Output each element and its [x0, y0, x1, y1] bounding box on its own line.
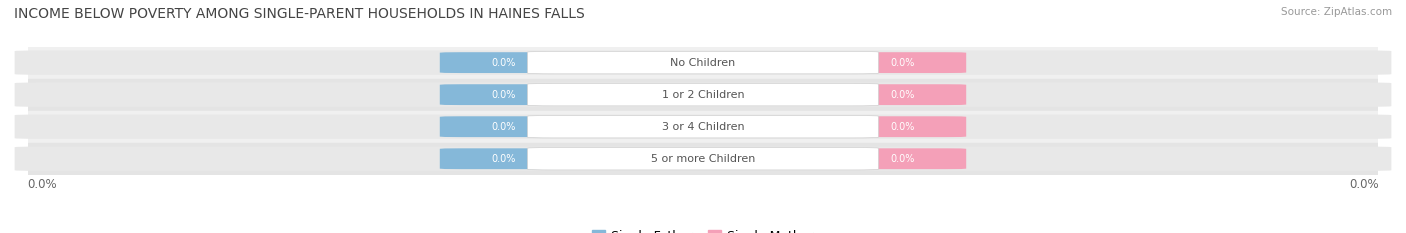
FancyBboxPatch shape: [838, 52, 966, 73]
Text: 1 or 2 Children: 1 or 2 Children: [662, 90, 744, 100]
Text: 5 or more Children: 5 or more Children: [651, 154, 755, 164]
FancyBboxPatch shape: [14, 82, 1392, 107]
FancyBboxPatch shape: [838, 116, 966, 137]
FancyBboxPatch shape: [14, 115, 1392, 139]
FancyBboxPatch shape: [527, 51, 879, 74]
FancyBboxPatch shape: [14, 147, 1392, 171]
Bar: [28, 79, 1378, 111]
FancyBboxPatch shape: [14, 51, 1392, 75]
Text: 0.0%: 0.0%: [890, 122, 914, 132]
Text: 0.0%: 0.0%: [492, 122, 516, 132]
Text: 0.0%: 0.0%: [492, 154, 516, 164]
FancyBboxPatch shape: [527, 147, 879, 170]
Text: No Children: No Children: [671, 58, 735, 68]
Bar: [28, 143, 1378, 175]
Text: 0.0%: 0.0%: [492, 58, 516, 68]
Text: 0.0%: 0.0%: [890, 90, 914, 100]
Text: INCOME BELOW POVERTY AMONG SINGLE-PARENT HOUSEHOLDS IN HAINES FALLS: INCOME BELOW POVERTY AMONG SINGLE-PARENT…: [14, 7, 585, 21]
Text: Source: ZipAtlas.com: Source: ZipAtlas.com: [1281, 7, 1392, 17]
Legend: Single Father, Single Mother: Single Father, Single Mother: [588, 225, 818, 233]
Text: 3 or 4 Children: 3 or 4 Children: [662, 122, 744, 132]
FancyBboxPatch shape: [527, 116, 879, 138]
FancyBboxPatch shape: [440, 116, 568, 137]
Bar: [28, 47, 1378, 79]
Text: 0.0%: 0.0%: [890, 58, 914, 68]
FancyBboxPatch shape: [838, 84, 966, 105]
FancyBboxPatch shape: [527, 83, 879, 106]
FancyBboxPatch shape: [838, 148, 966, 169]
Bar: [28, 111, 1378, 143]
FancyBboxPatch shape: [440, 52, 568, 73]
FancyBboxPatch shape: [440, 148, 568, 169]
FancyBboxPatch shape: [440, 84, 568, 105]
Text: 0.0%: 0.0%: [492, 90, 516, 100]
Text: 0.0%: 0.0%: [890, 154, 914, 164]
